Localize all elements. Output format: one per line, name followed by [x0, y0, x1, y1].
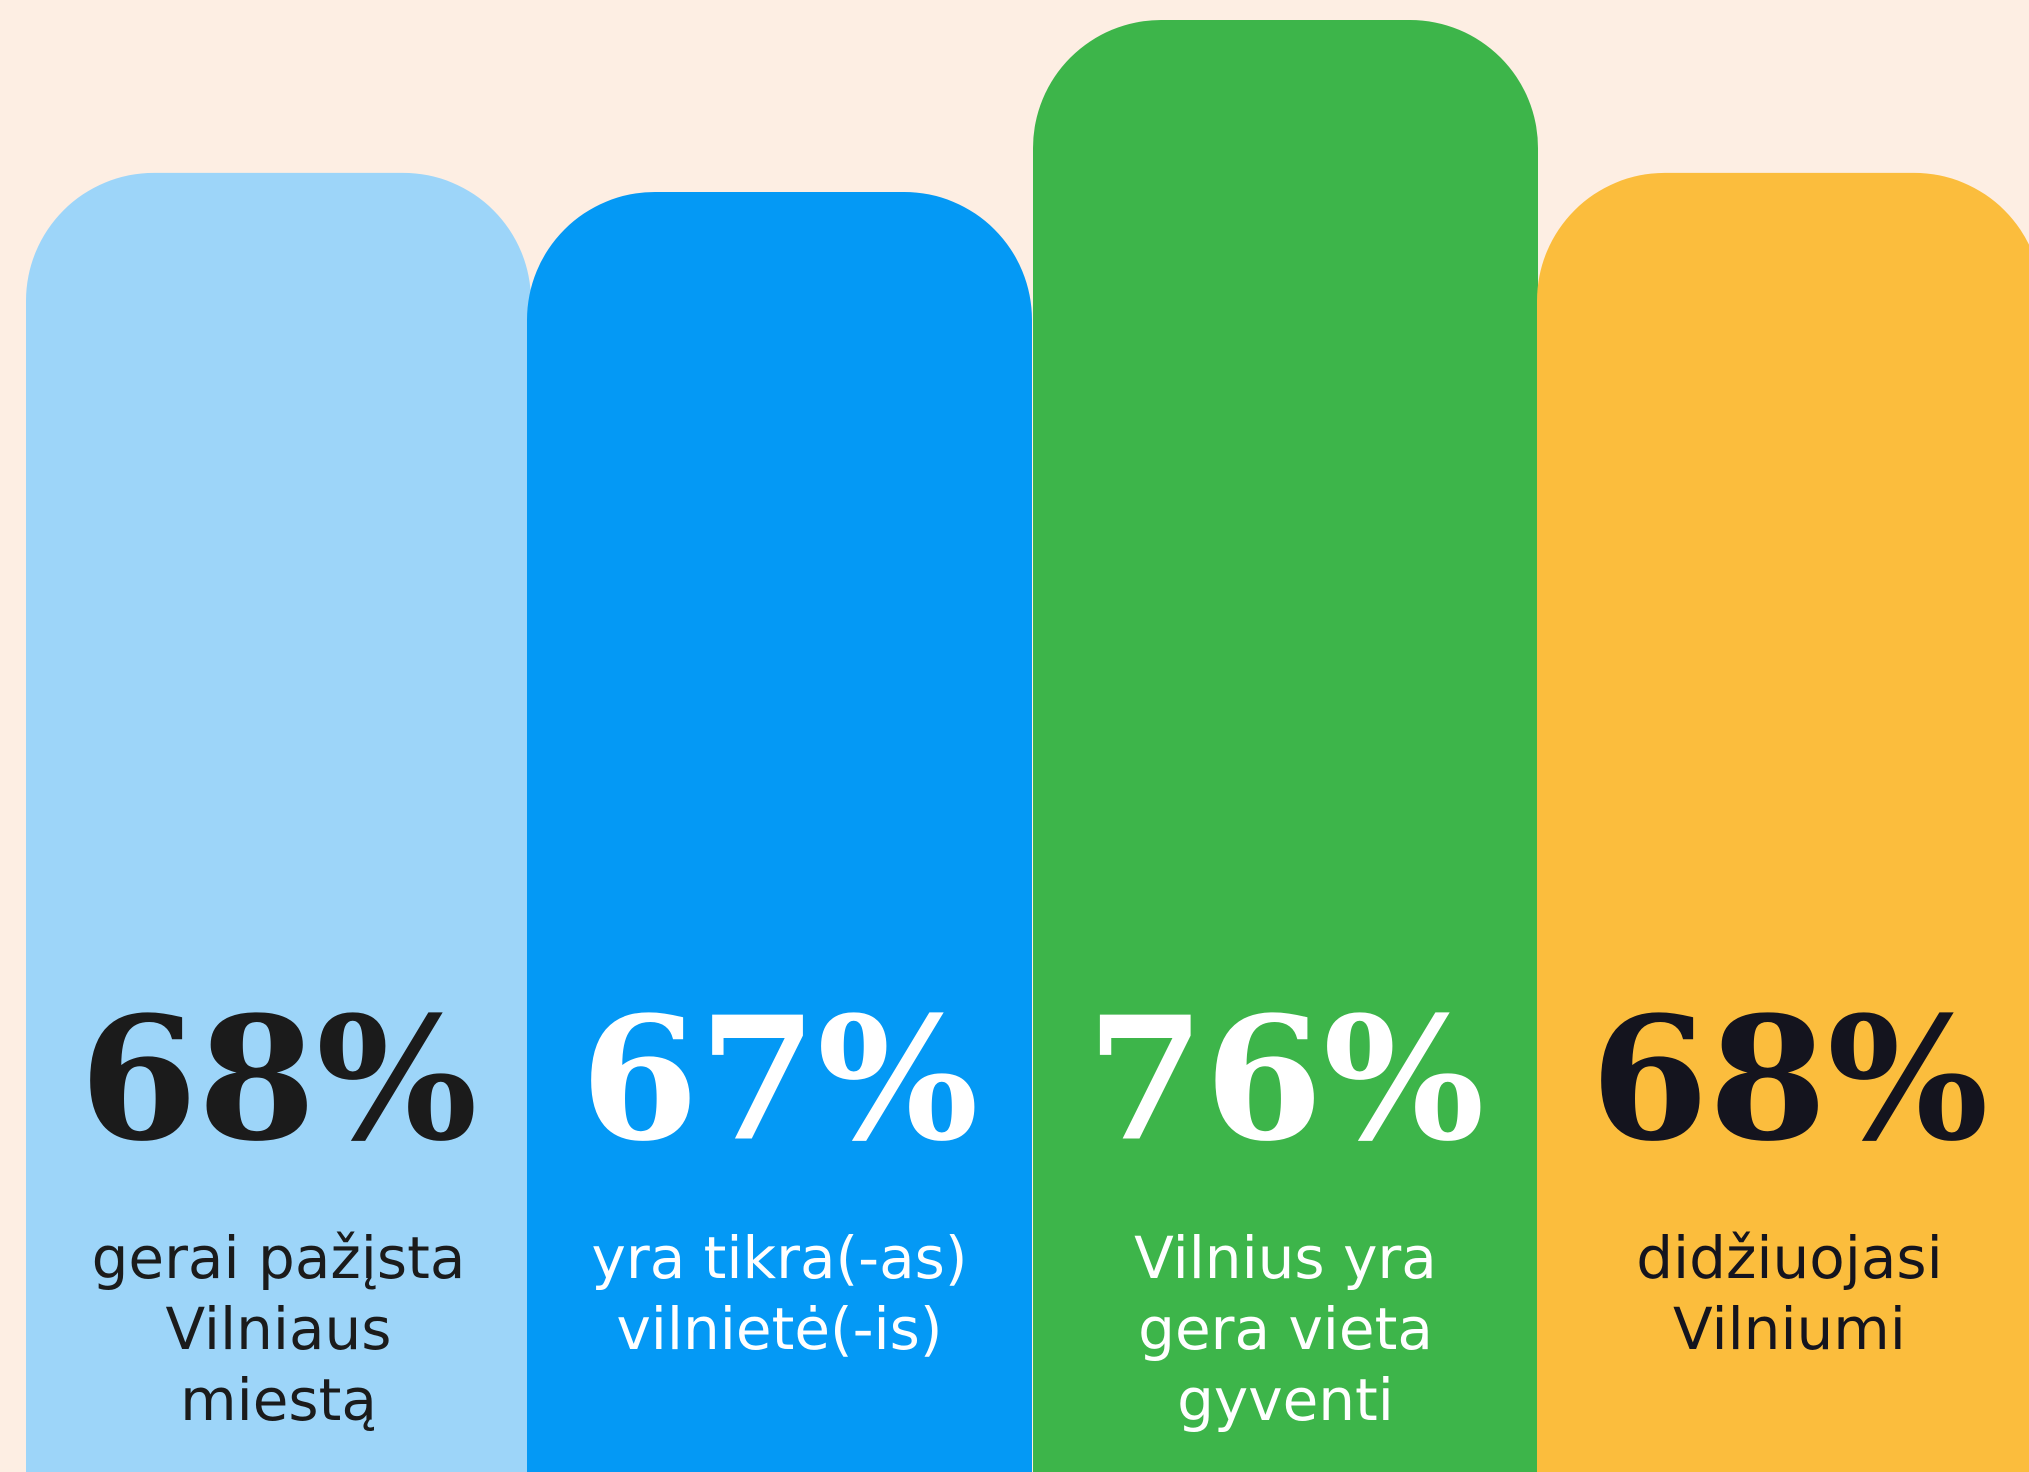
value-label: 67%: [580, 980, 978, 1180]
category-label: vilnietė(-is): [616, 1295, 942, 1363]
category-label: gyventi: [1177, 1366, 1394, 1434]
value-label: 68%: [79, 980, 477, 1180]
bar: [1033, 20, 1538, 1472]
value-label: 68%: [1590, 980, 1988, 1180]
category-label: miestą: [180, 1366, 377, 1434]
category-label: gera vieta: [1138, 1295, 1433, 1363]
category-label: didžiuojasi: [1636, 1224, 1943, 1292]
bar: [527, 191, 1032, 1472]
category-label: Vilniaus: [165, 1295, 391, 1363]
category-label: Vilniumi: [1673, 1295, 1906, 1363]
value-label: 76%: [1086, 980, 1484, 1180]
bar: [1537, 172, 2029, 1472]
category-label: Vilnius yra: [1134, 1224, 1437, 1292]
category-label: yra tikra(-as): [592, 1224, 968, 1292]
bar: [26, 172, 531, 1472]
category-label: gerai pažįsta: [92, 1224, 466, 1292]
